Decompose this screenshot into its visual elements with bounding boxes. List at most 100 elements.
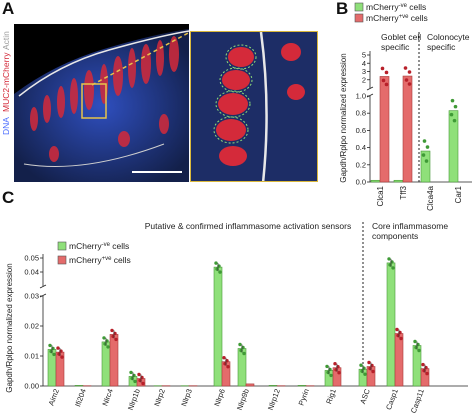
b-dot-neg xyxy=(453,104,458,109)
b-ytick-label: 3 xyxy=(362,67,366,76)
c-dot-neg xyxy=(417,348,421,353)
b-dot-pos xyxy=(407,70,412,74)
c-dot-pos xyxy=(395,327,399,332)
c-dot-neg xyxy=(387,257,391,261)
c-dot-neg xyxy=(214,261,218,265)
c-xtick-label: Nlrp3 xyxy=(179,388,194,408)
c-dot-neg xyxy=(52,352,56,357)
b-dot-pos xyxy=(381,78,386,83)
b-xtick-label: Tff3 xyxy=(399,185,408,199)
b-ytick-label: 0.2 xyxy=(356,160,366,169)
c-xtick-label: Nlrp9b xyxy=(235,388,251,412)
c-ytick-label: 0.01 xyxy=(24,352,39,361)
c-dot-neg xyxy=(363,372,367,376)
b-dot-neg xyxy=(421,153,426,157)
b-group1-line2: specific xyxy=(381,42,410,52)
c-bar-neg xyxy=(74,385,84,387)
c-ylabel: Gapdh/Rplpo normalized expression xyxy=(5,263,14,392)
c-dot-pos xyxy=(56,346,60,350)
c-dot-pos xyxy=(114,337,118,342)
b-dot-neg xyxy=(450,98,455,103)
b-ytick-label: 5 xyxy=(362,51,366,60)
c-dot-neg xyxy=(48,343,52,348)
b-ytick-label: 0.0 xyxy=(356,178,366,187)
c-dot-neg xyxy=(413,339,417,344)
b-dot-pos xyxy=(384,70,389,75)
micrograph-zoom-art xyxy=(191,32,317,181)
b-ytick-label: 0.6 xyxy=(356,126,366,135)
b-xtick-label: Clca4a xyxy=(426,185,435,210)
c-dot-pos xyxy=(141,381,145,386)
c-dot-pos xyxy=(371,369,375,374)
b-dot-pos xyxy=(403,66,408,70)
c-dot-pos xyxy=(333,362,337,366)
c-title2-line1: Core inflammasome xyxy=(372,221,448,231)
b-dot-pos xyxy=(407,82,412,86)
c-dot-neg xyxy=(106,345,110,349)
b-group2-line1: Colonocyte xyxy=(427,32,470,42)
c-xtick-label: Nlrp1b xyxy=(126,388,142,412)
panel-a-letter: A xyxy=(2,0,15,18)
c-dot-neg xyxy=(359,363,363,367)
c-dot-pos xyxy=(60,355,64,359)
c-dot-neg xyxy=(129,370,133,375)
c-dot-pos xyxy=(425,371,429,376)
b-dot-pos xyxy=(404,78,409,82)
c-dot-neg xyxy=(242,351,246,356)
c-bar-pos xyxy=(245,383,255,387)
b-dot-neg xyxy=(425,145,430,149)
c-dot-pos xyxy=(110,328,114,333)
c-dot-pos xyxy=(421,362,425,367)
c-xtick-label: Rig1 xyxy=(324,388,338,406)
c-bar-pos xyxy=(109,334,119,387)
panel-c-letter: C xyxy=(2,188,15,207)
b-bar-neg xyxy=(420,150,431,183)
b-xtick-label: Car1 xyxy=(454,185,463,203)
b-dot-pos xyxy=(384,82,389,87)
b-ytick-label: 2 xyxy=(362,75,366,84)
c-dot-neg xyxy=(238,342,242,347)
c-xtick-label: Casp11 xyxy=(409,388,426,415)
c-bar-neg xyxy=(268,385,278,387)
c-ytick-label: 0.03 xyxy=(24,292,39,301)
c-bar-pos xyxy=(394,333,404,387)
c-xtick-label: Nlrp12 xyxy=(266,388,282,412)
c-dot-pos xyxy=(337,371,341,375)
b-bar-neg xyxy=(370,179,381,183)
legend-c-neg-swatch xyxy=(57,241,67,251)
legend-b-neg-label: mCherry-ve cells xyxy=(366,2,426,12)
c-dot-pos xyxy=(226,365,230,369)
c-xtick-label: Nlrp2 xyxy=(152,388,167,408)
c-dot-pos xyxy=(399,336,403,341)
b-dot-neg xyxy=(449,112,454,117)
c-xtick-label: Pyrin xyxy=(297,388,311,407)
b-group1-line1: Goblet cell xyxy=(381,32,421,42)
c-xtick-label: ASC xyxy=(358,387,372,405)
b-break-2 xyxy=(366,93,374,98)
c-dot-neg xyxy=(325,364,329,369)
micrograph-zoom xyxy=(190,31,318,182)
b-dot-neg xyxy=(424,159,429,163)
b-xtick-label: Clca1 xyxy=(376,185,385,206)
c-dot-neg xyxy=(102,336,106,340)
legend-b-pos-swatch xyxy=(354,13,364,23)
b-bar-neg xyxy=(393,179,404,183)
c-ytick-label: 0.04 xyxy=(24,268,39,277)
c-dot-pos xyxy=(367,360,371,365)
b-dot-pos xyxy=(380,66,385,71)
b-ytick-label: 0.4 xyxy=(356,143,366,152)
c-bar-neg xyxy=(386,262,396,387)
c-dot-neg xyxy=(329,373,333,378)
c-break-1 xyxy=(39,284,47,289)
c-xtick-label: Aim2 xyxy=(47,388,61,407)
c-break-2 xyxy=(39,293,47,298)
b-bar-neg xyxy=(448,110,459,183)
c-dot-pos xyxy=(137,372,141,377)
legend-c-neg-label: mCherry-ve cells xyxy=(69,241,129,251)
c-ytick-label: 0.02 xyxy=(24,322,39,331)
legend-c-pos-swatch xyxy=(57,255,67,265)
b-bar-pos xyxy=(379,76,390,183)
c-ytick-label: 0.00 xyxy=(24,382,39,391)
c-bar-neg xyxy=(213,266,223,387)
